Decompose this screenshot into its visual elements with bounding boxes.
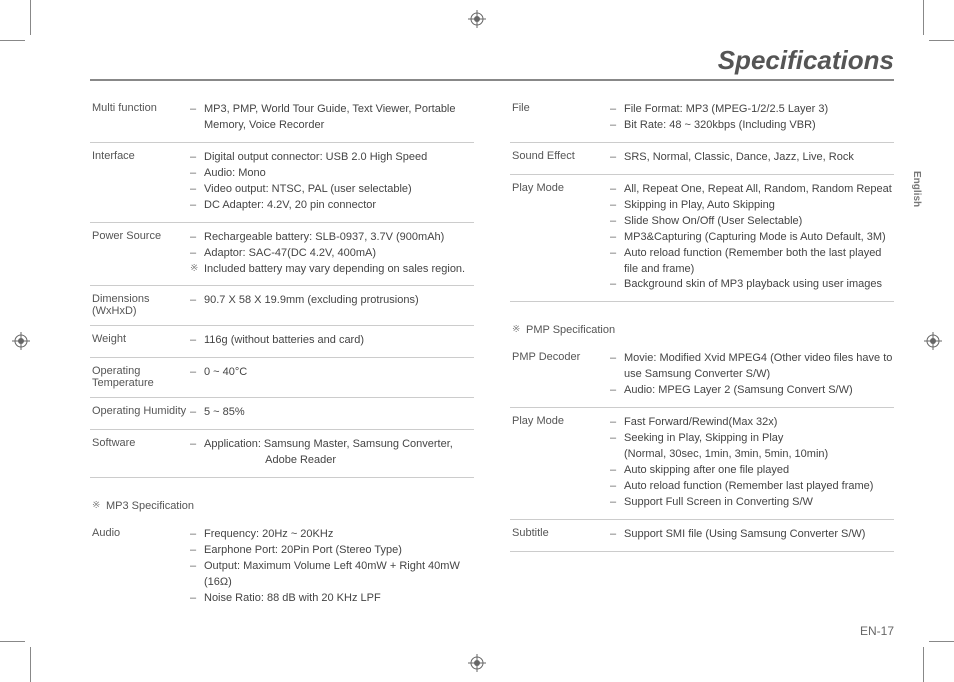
spec-item-text: Fast Forward/Rewind(Max 32x) [624,415,777,431]
spec-item-text: Digital output connector: USB 2.0 High S… [204,150,427,166]
spec-row: Dimensions (WxHxD) –90.7 X 58 X 19.9mm (… [90,286,474,326]
spec-items: –Fast Forward/Rewind(Max 32x)–Seeking in… [610,415,894,511]
spec-item-text: MP3&Capturing (Capturing Mode is Auto De… [624,230,886,246]
spec-item-text: DC Adapter: 4.2V, 20 pin connector [204,198,376,214]
spec-row: Sound Effect –SRS, Normal, Classic, Danc… [510,143,894,175]
spec-item-text: All, Repeat One, Repeat All, Random, Ran… [624,182,892,198]
spec-items: –Application: Samsung Master, Samsung Co… [190,437,474,469]
spec-item-text: File Format: MP3 (MPEG-1/2/2.5 Layer 3) [624,102,828,118]
spec-item-text: 5 ~ 85% [204,405,245,421]
spec-row: Operating Humidity –5 ~ 85% [90,398,474,430]
spec-items: –All, Repeat One, Repeat All, Random, Ra… [610,182,894,294]
spec-items: –MP3, PMP, World Tour Guide, Text Viewer… [190,102,474,134]
spec-items: –Movie: Modified Xvid MPEG4 (Other video… [610,351,894,399]
spec-item-text: Seeking in Play, Skipping in Play [624,431,783,447]
spec-item-text: Auto reload function (Remember last play… [624,479,873,495]
spec-items: –File Format: MP3 (MPEG-1/2/2.5 Layer 3)… [610,102,894,134]
spec-item-text: Audio: MPEG Layer 2 (Samsung Convert S/W… [624,383,853,399]
spec-label: File [510,102,610,134]
spec-label: Dimensions (WxHxD) [90,293,190,317]
spec-row: Weight –116g (without batteries and card… [90,326,474,358]
spec-row: Play Mode –All, Repeat One, Repeat All, … [510,175,894,303]
spec-item-text: SRS, Normal, Classic, Dance, Jazz, Live,… [624,150,854,166]
spec-item-text: Bit Rate: 48 ~ 320kbps (Including VBR) [624,118,816,134]
page-title: Specifications [90,45,894,81]
spec-items: –Digital output connector: USB 2.0 High … [190,150,474,214]
spec-item-text: Adobe Reader [204,453,336,469]
spec-item-text: Slide Show On/Off (User Selectable) [624,214,802,230]
spec-item-text: 116g (without batteries and card) [204,333,364,349]
spec-item-text: Audio: Mono [204,166,266,182]
spec-item-text: MP3, PMP, World Tour Guide, Text Viewer,… [204,102,456,118]
spec-row: Play Mode –Fast Forward/Rewind(Max 32x)–… [510,408,894,520]
spec-item-text: (Normal, 30sec, 1min, 3min, 5min, 10min) [624,447,828,463]
spec-row: Audio –Frequency: 20Hz ~ 20KHz–Earphone … [90,520,474,615]
spec-row: Power Source –Rechargeable battery: SLB-… [90,223,474,287]
spec-label: Operating Humidity [90,405,190,421]
spec-row: PMP Decoder –Movie: Modified Xvid MPEG4 … [510,344,894,408]
spec-items: –Frequency: 20Hz ~ 20KHz–Earphone Port: … [190,527,474,607]
spec-item-text: Frequency: 20Hz ~ 20KHz [204,527,333,543]
spec-items: –0 ~ 40°C [190,365,474,389]
spec-items: –116g (without batteries and card) [190,333,474,349]
spec-item-text: Background skin of MP3 playback using us… [624,277,882,293]
spec-row: Operating Temperature –0 ~ 40°C [90,358,474,398]
spec-item-text: Auto skipping after one file played [624,463,789,479]
spec-item-text: Rechargeable battery: SLB-0937, 3.7V (90… [204,230,444,246]
spec-label: PMP Decoder [510,351,610,399]
spec-items: –Rechargeable battery: SLB-0937, 3.7V (9… [190,230,474,278]
spec-label: Multi function [90,102,190,134]
spec-label: Power Source [90,230,190,278]
section-heading: ※MP3 Specification [90,500,474,512]
spec-label: Audio [90,527,190,607]
spec-item-text: Output: Maximum Volume Left 40mW + Right… [204,559,474,591]
spec-item-text: Support SMI file (Using Samsung Converte… [624,527,865,543]
spec-item-text: Movie: Modified Xvid MPEG4 (Other video … [624,351,894,383]
spec-item-text: Application: Samsung Master, Samsung Con… [204,437,453,453]
spec-label: Operating Temperature [90,365,190,389]
spec-label: Sound Effect [510,150,610,166]
spec-label: Interface [90,150,190,214]
spec-item-text: Auto reload function (Remember both the … [624,246,894,278]
spec-item-text: Noise Ratio: 88 dB with 20 KHz LPF [204,591,381,607]
spec-row: Software –Application: Samsung Master, S… [90,430,474,478]
spec-row: Interface –Digital output connector: USB… [90,143,474,223]
spec-item-text: Video output: NTSC, PAL (user selectable… [204,182,412,198]
left-column: Multi function –MP3, PMP, World Tour Gui… [90,95,474,615]
spec-label: Subtitle [510,527,610,543]
spec-item-text: Adaptor: SAC-47(DC 4.2V, 400mA) [204,246,376,262]
section-heading: ※PMP Specification [510,324,894,336]
language-tab: English [909,165,924,213]
spec-row: Subtitle –Support SMI file (Using Samsun… [510,520,894,552]
spec-label: Weight [90,333,190,349]
spec-item-text: 90.7 X 58 X 19.9mm (excluding protrusion… [204,293,419,309]
spec-item-text: 0 ~ 40°C [204,365,247,381]
right-column: File –File Format: MP3 (MPEG-1/2/2.5 Lay… [510,95,894,615]
spec-row: File –File Format: MP3 (MPEG-1/2/2.5 Lay… [510,95,894,143]
spec-items: –SRS, Normal, Classic, Dance, Jazz, Live… [610,150,894,166]
spec-item-text: Memory, Voice Recorder [204,118,324,134]
page-number: EN-17 [860,624,894,638]
spec-label: Play Mode [510,182,610,294]
spec-items: –5 ~ 85% [190,405,474,421]
spec-items: –90.7 X 58 X 19.9mm (excluding protrusio… [190,293,474,317]
spec-item-text: Support Full Screen in Converting S/W [624,495,813,511]
spec-row: Multi function –MP3, PMP, World Tour Gui… [90,95,474,143]
spec-item-text: Earphone Port: 20Pin Port (Stereo Type) [204,543,402,559]
spec-item-text: Skipping in Play, Auto Skipping [624,198,775,214]
spec-label: Software [90,437,190,469]
spec-items: –Support SMI file (Using Samsung Convert… [610,527,894,543]
spec-item-text: Included battery may vary depending on s… [204,262,465,278]
spec-label: Play Mode [510,415,610,511]
